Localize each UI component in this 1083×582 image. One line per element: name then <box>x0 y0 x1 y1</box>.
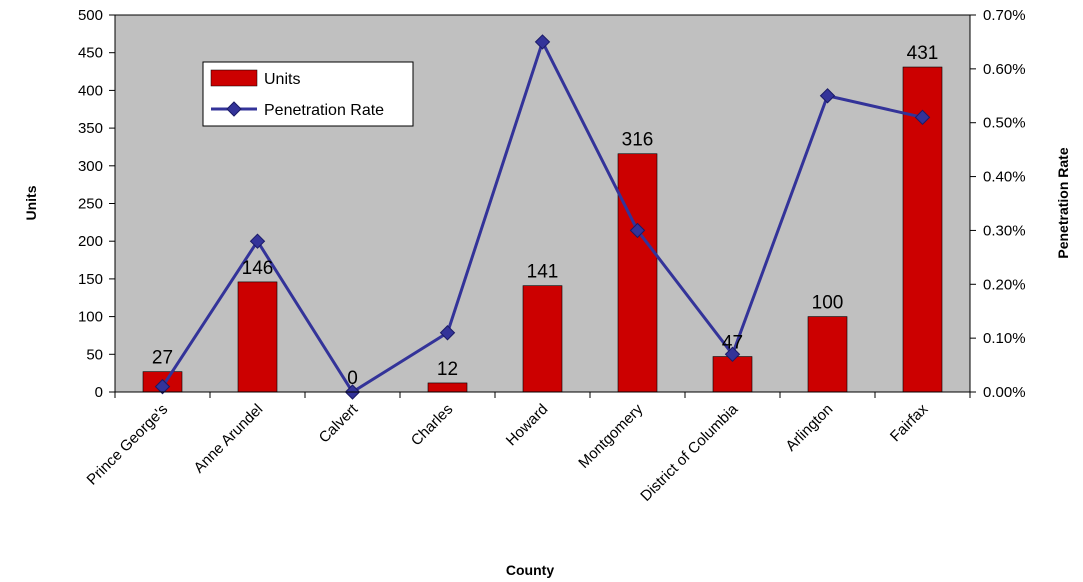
line-marker <box>534 34 551 50</box>
left-tick-label: 500 <box>78 7 103 24</box>
bar-value-label: 47 <box>722 333 743 354</box>
category-label: Howard <box>503 401 552 450</box>
category-label: Charles <box>408 401 457 450</box>
category-label: Arlington <box>782 401 836 455</box>
right-tick-label: 0.20% <box>983 276 1026 293</box>
bar <box>522 285 563 393</box>
left-tick-label: 150 <box>78 271 103 288</box>
bar-value-label: 27 <box>152 348 173 369</box>
legend: Units Penetration Rate <box>202 61 414 127</box>
bar <box>427 382 468 393</box>
line-marker <box>439 325 456 341</box>
right-tick-label: 0.30% <box>983 222 1026 239</box>
legend-units-label: Units <box>264 71 300 88</box>
legend-rate-marker <box>226 101 242 117</box>
left-tick-label: 0 <box>95 384 103 401</box>
y2-axis-title: Penetration Rate <box>1055 147 1071 258</box>
legend-units-swatch <box>210 69 258 87</box>
left-tick-label: 200 <box>78 233 103 250</box>
bar <box>617 153 658 393</box>
right-tick-label: 0.40% <box>983 169 1026 186</box>
category-label: District of Columbia <box>637 400 741 504</box>
left-y-axis: 0 50 100 150 200 250 300 350 400 450 500 <box>78 7 116 401</box>
penetration-rate-line <box>154 34 931 400</box>
line-marker <box>819 88 836 104</box>
category-label: Calvert <box>316 400 362 446</box>
bar-value-label: 100 <box>812 293 844 314</box>
line-marker <box>249 233 266 249</box>
left-tick-label: 350 <box>78 120 103 137</box>
line-marker <box>914 109 931 126</box>
bar-data-labels: 27 146 0 12 141 316 47 100 431 <box>152 43 938 389</box>
line-marker <box>724 346 741 363</box>
right-tick-label: 0.70% <box>983 7 1026 24</box>
bar <box>807 316 848 393</box>
units-bars <box>142 66 943 393</box>
x-axis-title: County <box>506 562 554 578</box>
category-label: Anne Arundel <box>191 401 267 477</box>
left-tick-label: 100 <box>78 309 103 326</box>
x-axis: Prince George's Anne Arundel Calvert Charle… <box>84 391 971 505</box>
left-tick-label: 300 <box>78 158 103 175</box>
bar-value-label: 0 <box>347 368 358 389</box>
bar-value-label: 146 <box>242 258 274 279</box>
right-tick-label: 0.10% <box>983 330 1026 347</box>
y-axis-title: Units <box>23 185 39 220</box>
line-marker <box>629 222 646 239</box>
line-marker <box>154 378 171 395</box>
right-y-axis: 0.00% 0.10% 0.20% 0.30% 0.40% 0.50% 0.60% 0.70% <box>969 7 1026 401</box>
left-tick-label: 400 <box>78 82 103 99</box>
bar-value-label: 316 <box>622 130 654 151</box>
right-tick-label: 0.50% <box>983 115 1026 132</box>
bar-value-label: 431 <box>907 43 939 64</box>
category-label: Fairfax <box>887 400 932 445</box>
category-label: Montgomery <box>575 400 646 471</box>
bar <box>237 281 278 393</box>
bar-value-label: 12 <box>437 359 458 380</box>
legend-rate-label: Penetration Rate <box>264 102 384 119</box>
right-tick-label: 0.60% <box>983 61 1026 78</box>
bar-value-label: 141 <box>527 262 559 283</box>
right-tick-label: 0.00% <box>983 384 1026 401</box>
left-tick-label: 50 <box>86 346 103 363</box>
left-tick-label: 450 <box>78 45 103 62</box>
left-tick-label: 250 <box>78 196 103 213</box>
category-label: Prince George's <box>84 401 172 489</box>
